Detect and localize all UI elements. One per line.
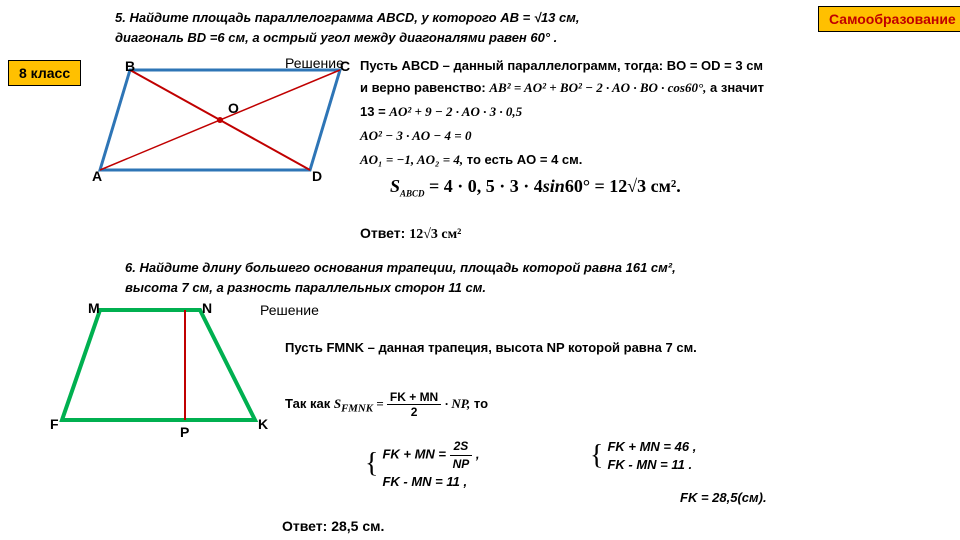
vertex-C: C [340, 58, 350, 74]
sys6b-l2: FK - MN = 11 . [607, 456, 696, 474]
expl6-l2a: Так как [285, 396, 334, 411]
vertex-K: K [258, 416, 268, 432]
expl5-l3b: AO² + 9 − 2 · AO · 3 · 0,5 [389, 104, 522, 119]
result6: FK = 28,5(см). [680, 490, 767, 505]
answer5: Ответ: 12√3 см² [360, 225, 461, 243]
sys6a-comma: , [472, 447, 479, 462]
expl5-l3a: 13 = [360, 104, 389, 119]
sys6b-l1: FK + MN = 46 , [607, 438, 696, 456]
expl5-l2a: и верно равенство: [360, 80, 489, 95]
expl6-l1: Пусть FMNK – данная трапеция, высота NP … [285, 340, 697, 355]
expl6-frac-num: FK + MN [387, 390, 441, 405]
answer6-value: 28,5 см. [331, 518, 384, 534]
vertex-F: F [50, 416, 59, 432]
answer6: Ответ: 28,5 см. [282, 518, 384, 534]
vertex-D: D [312, 168, 322, 184]
expl6-l2d: то [474, 396, 488, 411]
expl5-l5b: то есть AO = 4 см. [463, 152, 582, 167]
expl5-l3: 13 = AO² + 9 − 2 · AO · 3 · 0,5 [360, 104, 522, 120]
answer5-label: Ответ: [360, 225, 409, 241]
expl5-l5a: AO₁ = −1, AO₂ = 4, [360, 152, 463, 167]
trapezoid-diagram [0, 0, 280, 450]
system6b: { FK + MN = 46 , FK - MN = 11 . [590, 438, 696, 474]
system6a: { FK + MN = 2SNP , FK - MN = 11 , [365, 438, 480, 491]
vertex-M: M [88, 300, 100, 316]
vertex-N: N [202, 300, 212, 316]
expl5-l5: AO₁ = −1, AO₂ = 4, то есть AO = 4 см. [360, 152, 582, 168]
sys6a-l2: FK - MN = 11 , [382, 473, 479, 491]
expl5-l2c: а значит [706, 80, 764, 95]
expl6-frac-den: 2 [387, 405, 441, 419]
expl6-l2c: · NP, [445, 396, 470, 411]
vertex-P: P [180, 424, 189, 440]
sys6a-num: 2S [450, 438, 473, 456]
self-education-badge: Самообразование [818, 6, 960, 32]
sys6a-l1a: FK + MN = [382, 447, 449, 462]
expl6-l2: Так как SFMNK = FK + MN2 · NP, то [285, 390, 488, 419]
expl5-l2b: AB² = AO² + BO² − 2 · AO · BO · cos60°, [489, 80, 706, 95]
expl5-l1: Пусть ABCD – данный параллелограмм, тогд… [360, 58, 763, 73]
expl5-l2: и верно равенство: AB² = AO² + BO² − 2 ·… [360, 80, 764, 96]
answer5-value: 12√3 см² [409, 227, 461, 242]
sys6a-den: NP [450, 456, 473, 473]
answer6-label: Ответ: [282, 518, 331, 534]
expl5-l4: AO² − 3 · AO − 4 = 0 [360, 128, 471, 144]
expl5-l6: SABCD = 4 · 0, 5 · 3 · 4sin60° = 12√3 см… [390, 176, 681, 199]
